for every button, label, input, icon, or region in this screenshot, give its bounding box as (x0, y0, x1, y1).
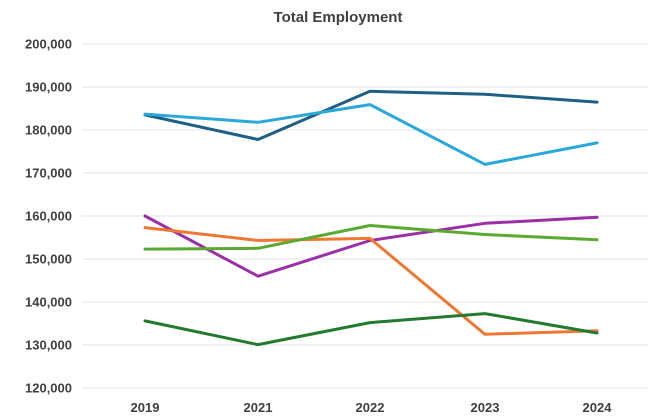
y-tick-label: 150,000 (25, 252, 72, 267)
series-line-5 (143, 224, 599, 251)
x-tick-label: 2019 (131, 400, 160, 415)
x-tick-label: 2021 (244, 400, 273, 415)
series-line-1 (143, 89, 599, 141)
chart-title: Total Employment (274, 9, 403, 26)
y-tick-label: 200,000 (25, 37, 72, 52)
x-tick-label: 2023 (471, 400, 500, 415)
x-tick-label: 2022 (356, 400, 385, 415)
y-tick-label: 120,000 (25, 381, 72, 396)
x-axis-tick-labels: 2019 2021 2022 2023 2024 (131, 400, 613, 415)
y-tick-label: 160,000 (25, 209, 72, 224)
series-lines (143, 89, 599, 347)
y-tick-label: 180,000 (25, 123, 72, 138)
series-line-3 (143, 214, 599, 278)
y-tick-label: 130,000 (25, 338, 72, 353)
y-axis-tick-labels: 120,000 130,000 140,000 150,000 160,000 170,0… (25, 37, 72, 396)
y-tick-label: 140,000 (25, 295, 72, 310)
y-tick-label: 190,000 (25, 80, 72, 95)
series-line-6 (143, 312, 599, 347)
y-tick-label: 170,000 (25, 166, 72, 181)
gridlines (82, 43, 648, 389)
series-line-2 (143, 103, 599, 166)
x-tick-label: 2024 (583, 400, 613, 415)
series-line-4 (143, 226, 599, 336)
